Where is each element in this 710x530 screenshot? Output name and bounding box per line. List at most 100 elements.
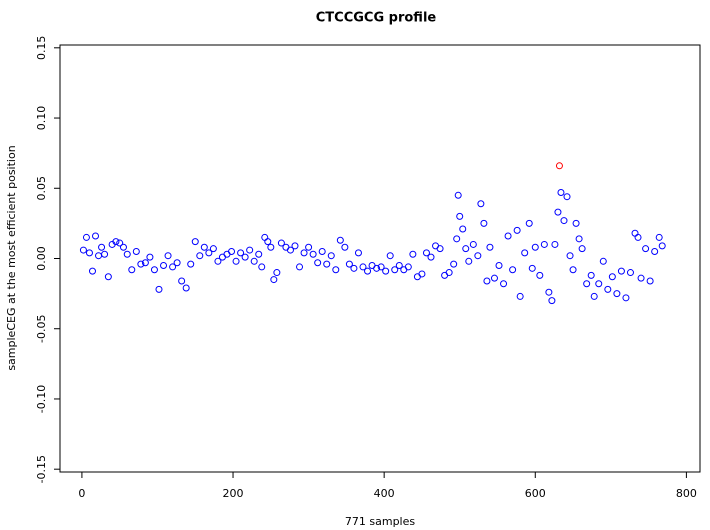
point <box>85 249 93 257</box>
point <box>137 260 145 268</box>
point <box>273 269 281 277</box>
point <box>104 273 112 281</box>
point <box>436 245 444 253</box>
point <box>513 226 521 234</box>
point <box>599 257 607 265</box>
point <box>132 247 140 255</box>
point <box>296 263 304 271</box>
y-tick-label: 0.05 <box>35 176 48 201</box>
point <box>613 290 621 298</box>
y-tick-label: 0.10 <box>35 106 48 131</box>
point <box>155 285 163 293</box>
y-tick-label: 0.00 <box>35 246 48 271</box>
point <box>453 235 461 243</box>
point <box>141 259 149 267</box>
point <box>642 245 650 253</box>
point <box>112 238 120 246</box>
point <box>82 233 90 241</box>
point <box>169 263 177 271</box>
point <box>422 249 430 257</box>
point <box>209 245 217 253</box>
y-tick-label: 0.15 <box>35 36 48 61</box>
point <box>477 200 485 208</box>
point <box>332 266 340 274</box>
point <box>409 250 417 258</box>
x-tick-label: 400 <box>374 487 395 500</box>
point <box>634 233 642 241</box>
point <box>509 266 517 274</box>
point <box>445 269 453 277</box>
point <box>191 238 199 246</box>
point <box>309 250 317 258</box>
point <box>79 246 87 254</box>
point <box>300 249 308 257</box>
point <box>382 267 390 275</box>
point <box>241 253 249 261</box>
point <box>128 266 136 274</box>
point <box>119 243 127 251</box>
y-tick-label: -0.05 <box>35 314 48 342</box>
point <box>164 252 172 260</box>
y-tick-label: -0.15 <box>35 455 48 483</box>
point <box>651 247 659 255</box>
point <box>528 264 536 272</box>
point <box>270 276 278 284</box>
point <box>205 249 213 257</box>
point <box>483 277 491 285</box>
point <box>566 252 574 260</box>
point <box>98 243 106 251</box>
point <box>486 243 494 251</box>
point <box>277 239 285 247</box>
point <box>395 262 403 270</box>
point <box>246 246 254 254</box>
point <box>560 217 568 225</box>
point <box>92 232 100 240</box>
point <box>590 292 598 300</box>
point <box>350 264 358 272</box>
chart-title: CTCCGCG profile <box>316 11 437 26</box>
point <box>267 243 275 251</box>
point <box>572 219 580 227</box>
point <box>323 260 331 268</box>
point <box>631 229 639 237</box>
point <box>214 257 222 265</box>
point <box>291 242 299 250</box>
point <box>264 238 272 246</box>
point <box>480 219 488 227</box>
point <box>354 249 362 257</box>
point <box>454 191 462 199</box>
point <box>146 253 154 261</box>
point <box>232 257 240 265</box>
x-tick-label: 600 <box>525 487 546 500</box>
point <box>404 263 412 271</box>
point <box>418 270 426 278</box>
point <box>386 252 394 260</box>
point <box>200 243 208 251</box>
point <box>305 243 313 251</box>
point <box>583 280 591 288</box>
point <box>286 246 294 254</box>
point <box>495 262 503 270</box>
point <box>626 269 634 277</box>
point <box>123 250 131 258</box>
point <box>646 277 654 285</box>
point <box>150 266 158 274</box>
point <box>196 252 204 260</box>
point <box>459 225 467 233</box>
point <box>427 253 435 261</box>
point <box>178 277 186 285</box>
point <box>595 280 603 288</box>
point <box>655 233 663 241</box>
point <box>465 257 473 265</box>
point <box>462 245 470 253</box>
point <box>88 267 96 275</box>
point <box>504 232 512 240</box>
point <box>536 271 544 279</box>
point <box>255 250 263 258</box>
point <box>548 297 556 305</box>
point <box>531 243 539 251</box>
point <box>551 240 559 248</box>
point <box>359 263 367 271</box>
point <box>578 245 586 253</box>
point <box>658 242 666 250</box>
